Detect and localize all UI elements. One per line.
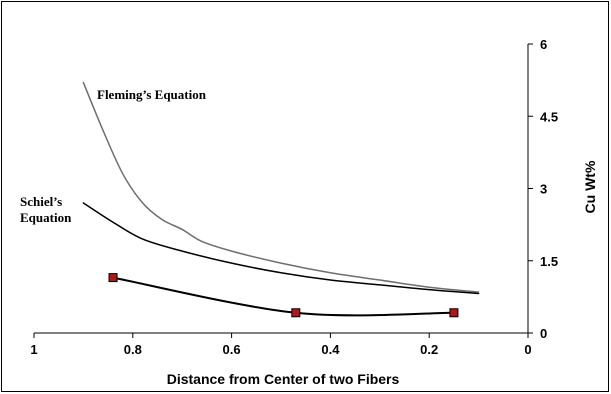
x-axis-title: Distance from Center of two Fibers: [167, 371, 400, 387]
x-tick-label: 0.6: [223, 342, 241, 357]
y-axis-title: Cu Wt%: [582, 160, 598, 213]
data-point-measured: [449, 308, 459, 318]
x-tick-label: 0.4: [321, 342, 340, 357]
series-line-schiel: [82, 202, 480, 295]
x-tick-label: 0: [524, 342, 531, 357]
x-ticks: 1 0.8 0.6 0.4 0.2 0: [30, 333, 532, 357]
y-tick-label: 1.5: [540, 254, 558, 269]
x-tick-label: 1: [30, 342, 37, 357]
annotation-fleming: Fleming’s Equation: [97, 87, 207, 102]
x-tick-label: 0.2: [420, 342, 438, 357]
y-ticks: 0 1.5 3 4.5 6: [528, 37, 558, 341]
annotation-schiel-line1: Schiel’s: [20, 194, 62, 209]
y-tick-label: 0: [540, 326, 547, 341]
annotation-schiel-line2: Equation: [20, 210, 72, 225]
y-tick-label: 4.5: [540, 109, 558, 124]
y-tick-label: 3: [540, 182, 547, 197]
y-tick-label: 6: [540, 37, 547, 52]
data-point-measured: [291, 308, 301, 318]
annotation-layer: Fleming’s Equation Schiel’s Equation: [20, 87, 207, 225]
data-point-measured: [108, 273, 118, 283]
series-line-fleming: [82, 81, 480, 293]
series-layer: [82, 81, 480, 318]
x-tick-label: 0.8: [124, 342, 142, 357]
